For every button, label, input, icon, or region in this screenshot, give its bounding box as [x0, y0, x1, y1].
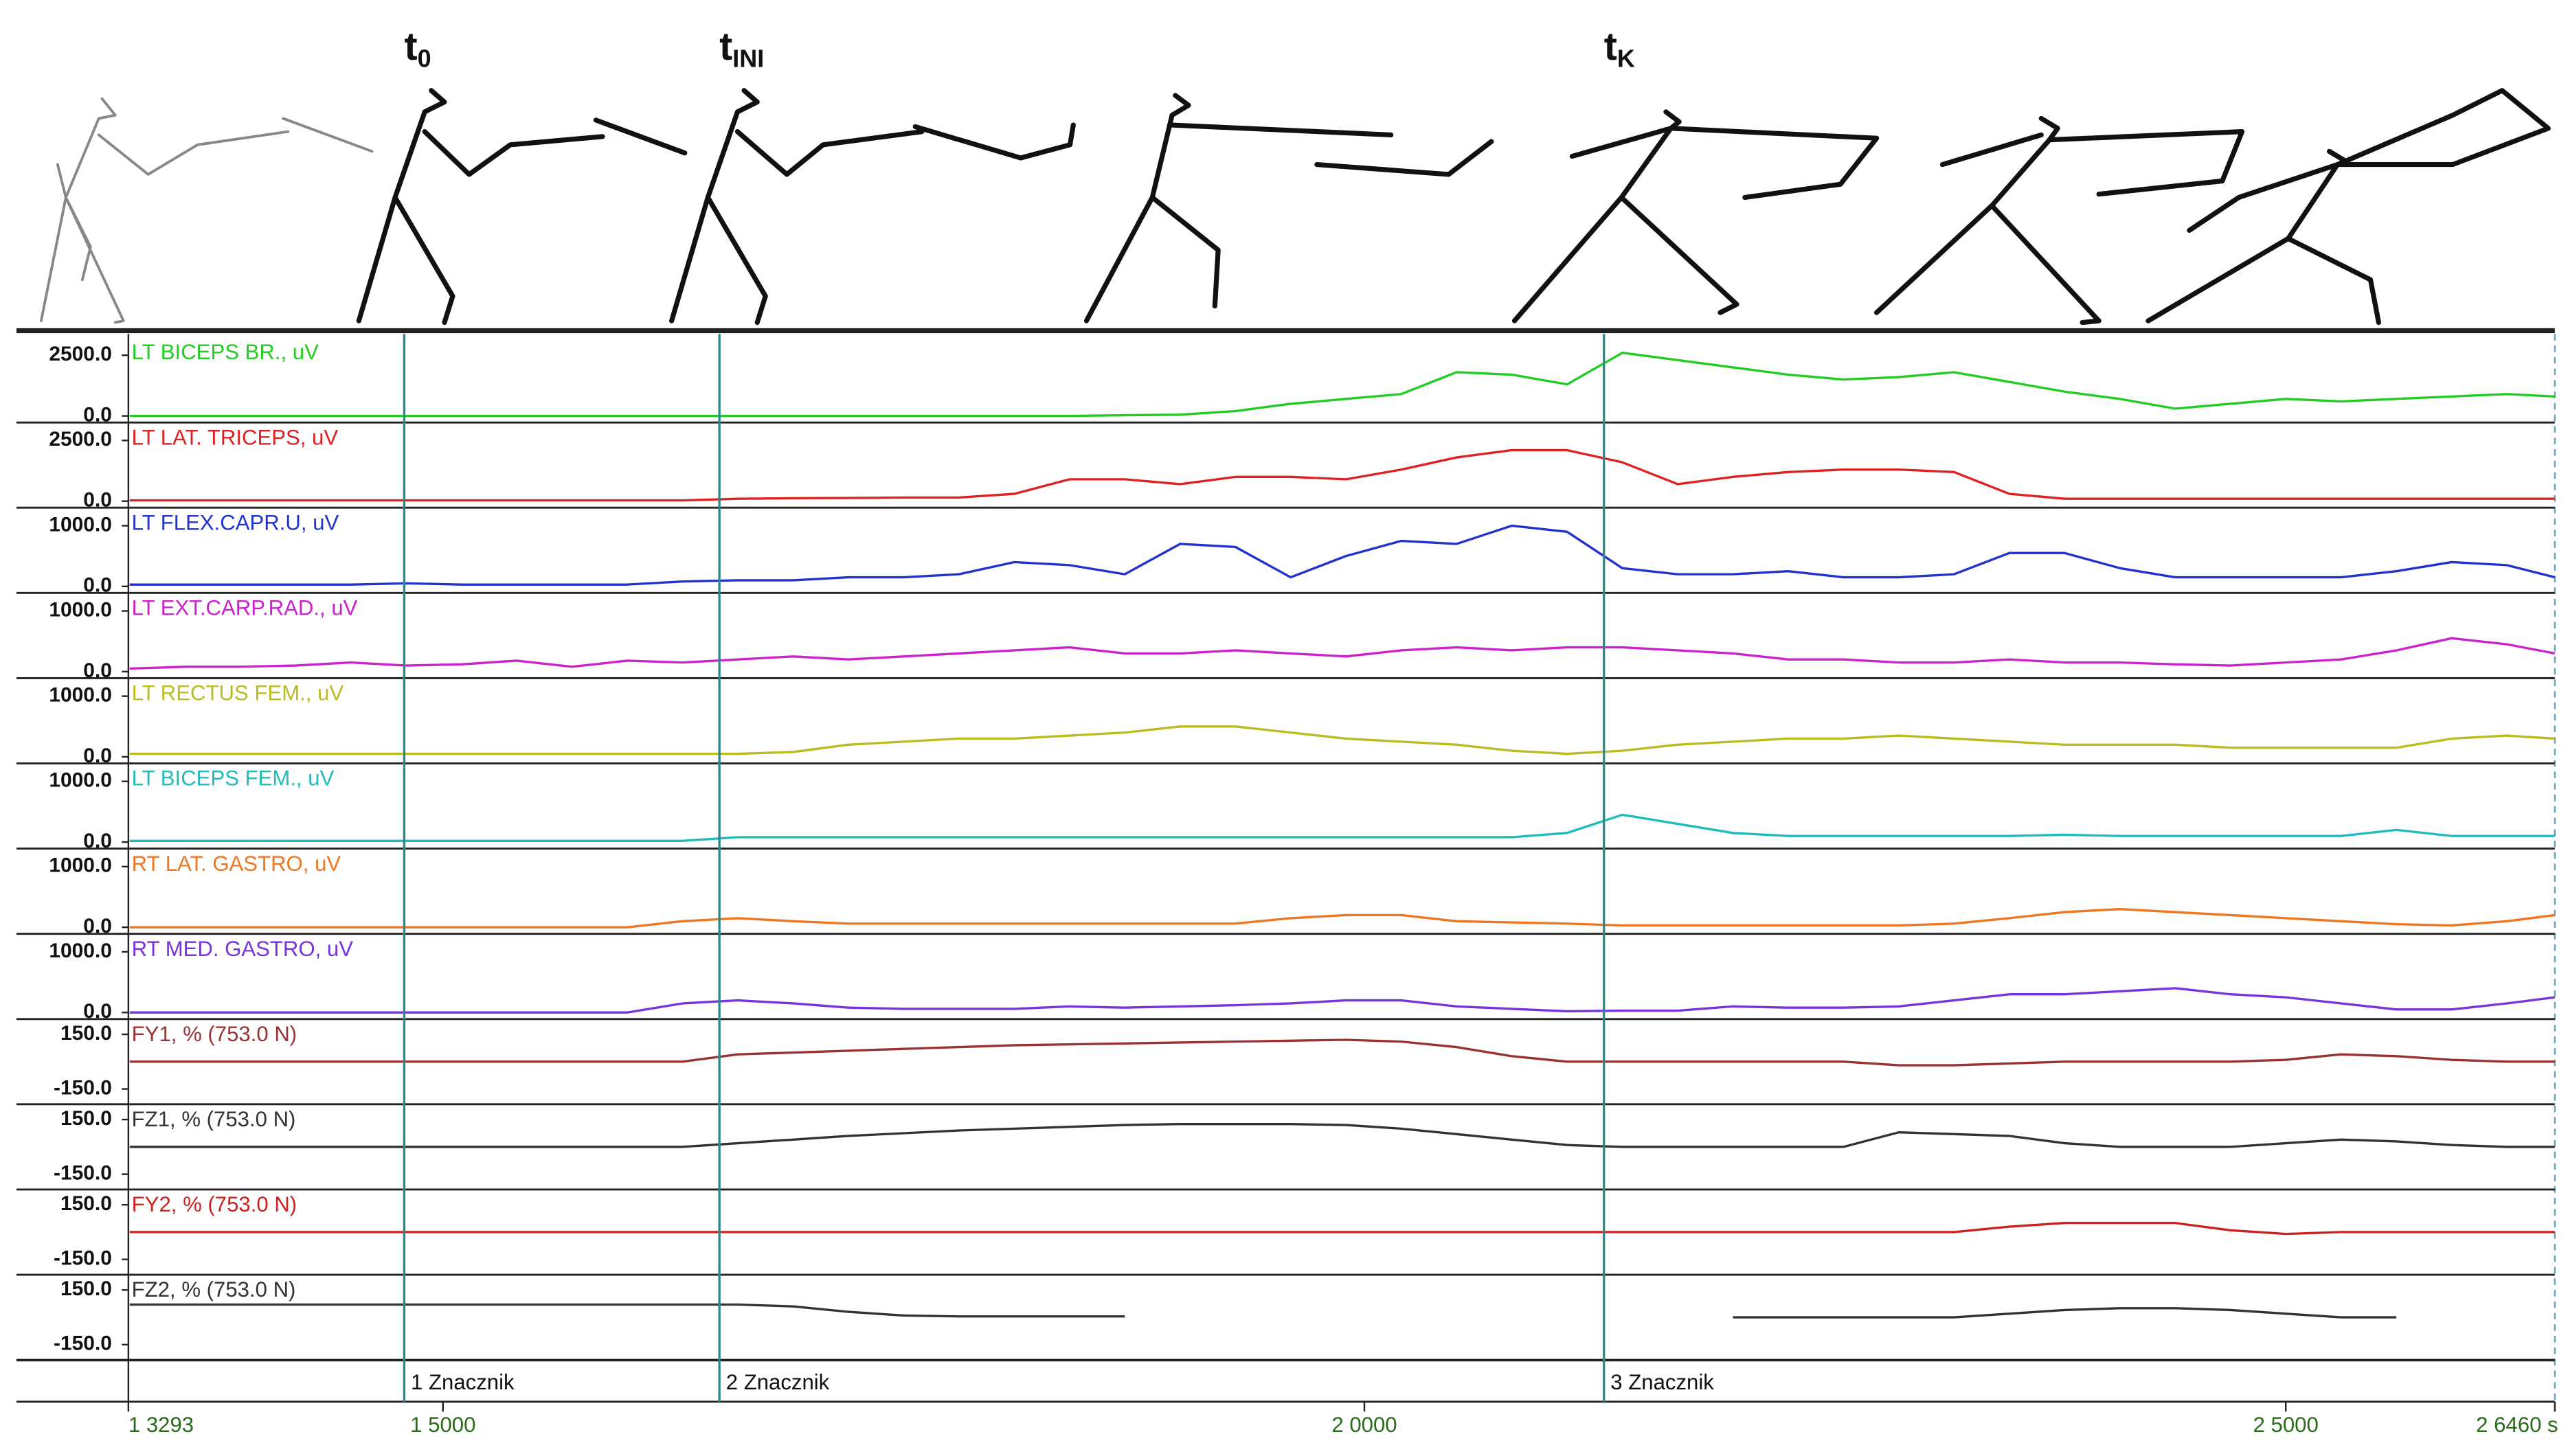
figure-0-arm2: [282, 117, 374, 153]
figure-1-arm: [422, 129, 605, 177]
trace: [129, 987, 2556, 1014]
figure-3-leg: [1149, 194, 1221, 309]
channel-name: LT EXT.CARP.RAD., uV: [132, 596, 358, 620]
figure-1-leg: [392, 194, 455, 326]
phase-label: t0: [404, 25, 431, 73]
channel-name: LT BICEPS BR., uV: [132, 340, 319, 364]
y-tick-label: -150.0: [54, 1076, 112, 1099]
y-tick-label: 1000.0: [49, 513, 112, 536]
channel-name: LT LAT. TRICEPS, uV: [132, 425, 339, 449]
x-tick-label: 2 0000: [1331, 1413, 1397, 1437]
trace: [129, 1038, 2555, 1067]
figure-2-leg: [705, 194, 768, 326]
trace: [129, 725, 2555, 755]
figure-4-arm: [1668, 126, 1880, 201]
phase-label-main: t: [719, 25, 732, 69]
trace: [129, 448, 2555, 502]
phase-label-sub: INI: [732, 45, 764, 73]
x-tick-label: 2 5000: [2253, 1413, 2319, 1437]
y-tick-label: 1000.0: [49, 684, 112, 707]
y-tick-label: -150.0: [54, 1247, 112, 1270]
phase-label: tINI: [719, 25, 764, 73]
x-tick-label: 1 3293: [128, 1413, 194, 1437]
figure-3-arm: [1169, 122, 1394, 138]
y-tick-label: 0.0: [83, 404, 112, 426]
y-tick-label: 150.0: [60, 1277, 112, 1300]
trace: [129, 1222, 2555, 1236]
y-tick-label: -150.0: [54, 1332, 112, 1355]
channel-name: FY1, % (753.0 N): [132, 1022, 297, 1046]
figure-0-body: [56, 163, 92, 282]
trace: [129, 813, 2555, 842]
channel-name: RT LAT. GASTRO, uV: [132, 852, 341, 876]
event-marker-label: 3 Znacznik: [1610, 1370, 1714, 1394]
phase-label-main: t: [1604, 25, 1617, 69]
stick-figures: [39, 88, 2551, 326]
trace: [129, 907, 2556, 929]
x-tick-label: 1 5000: [410, 1413, 475, 1437]
figure-3: [1083, 93, 1191, 323]
y-tick-label: -150.0: [54, 1162, 112, 1185]
channel-name: FZ2, % (753.0 N): [132, 1277, 296, 1301]
figure-5-arm2: [1939, 132, 2044, 168]
figure-0: [39, 97, 117, 323]
figure-4-arm2: [1569, 126, 1674, 159]
channel-name: LT BICEPS FEM., uV: [132, 766, 335, 790]
figure-6-arm2: [2187, 161, 2341, 233]
phase-label: tK: [1604, 25, 1635, 73]
y-tick-label: 0.0: [83, 489, 112, 512]
figure-6-arm: [2334, 88, 2551, 168]
y-tick-label: 2500.0: [49, 428, 112, 451]
y-tick-label: 1000.0: [49, 769, 112, 792]
channel-name: RT MED. GASTRO, uV: [132, 937, 354, 961]
y-tick-label: 1000.0: [49, 940, 112, 962]
trace: [129, 1303, 2397, 1319]
y-tick-label: 0.0: [83, 915, 112, 937]
trace: [129, 637, 2556, 670]
trace: [129, 524, 2556, 586]
y-tick-label: 0.0: [83, 744, 112, 767]
y-tick-label: 1000.0: [49, 598, 112, 621]
event-marker-label: 2 Znacznik: [726, 1370, 830, 1394]
y-tick-label: 150.0: [60, 1107, 112, 1130]
phase-label-sub: K: [1617, 45, 1635, 73]
figure-0-arm: [97, 130, 290, 176]
figure-1-arm2: [593, 117, 688, 156]
figure-2-arm: [734, 129, 925, 177]
trace: [129, 1123, 2555, 1148]
y-tick-label: 1000.0: [49, 854, 112, 877]
figure-6-leg: [2286, 236, 2382, 326]
event-marker-label: 1 Znacznik: [411, 1370, 515, 1394]
channel-name: LT RECTUS FEM., uV: [132, 681, 344, 705]
y-tick-label: 0.0: [83, 1000, 112, 1023]
phase-label-main: t: [404, 25, 417, 69]
figure-4-leg: [1619, 194, 1739, 315]
trace: [129, 352, 2555, 418]
y-tick-label: 0.0: [83, 830, 112, 852]
channel-name: LT FLEX.CAPR.U, uV: [132, 510, 339, 534]
y-tick-label: 150.0: [60, 1192, 112, 1215]
y-tick-label: 0.0: [83, 574, 112, 597]
figure-2-arm2: [912, 122, 1076, 161]
figure-5-arm: [2047, 129, 2245, 197]
channel-name: FY2, % (753.0 N): [132, 1192, 297, 1216]
figure-2: [669, 88, 760, 323]
figure-3-arm2: [1314, 139, 1494, 177]
figure-1: [356, 88, 447, 323]
x-tick-label: 2 6460 s: [2476, 1413, 2558, 1437]
phase-label-sub: 0: [418, 45, 431, 73]
y-tick-label: 0.0: [83, 659, 112, 682]
figure-5-leg: [1989, 203, 2102, 326]
y-tick-label: 150.0: [60, 1022, 112, 1045]
channel-name: FZ1, % (753.0 N): [132, 1107, 296, 1131]
y-tick-label: 2500.0: [49, 343, 112, 365]
